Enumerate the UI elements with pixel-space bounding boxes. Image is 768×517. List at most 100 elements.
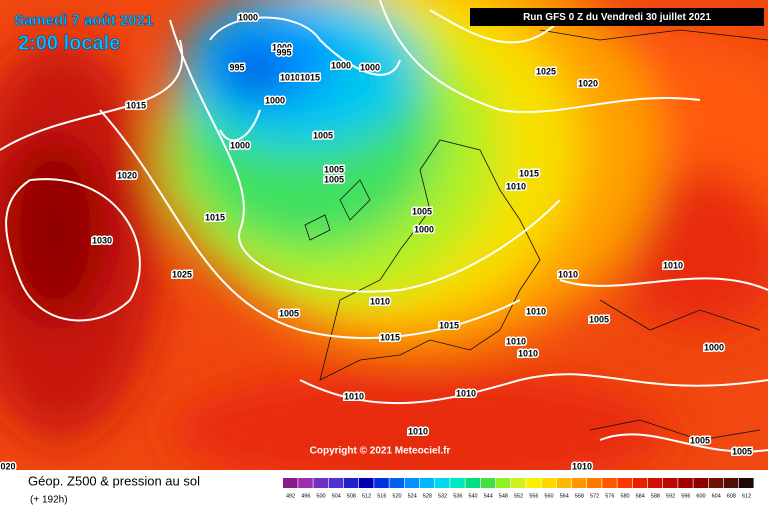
isobar-label: 1025: [536, 66, 556, 76]
colorbar-label: 576: [605, 493, 614, 499]
isobar-label: 1005: [690, 435, 710, 445]
colorbar-swatch: [328, 478, 344, 488]
isobar-label: 1015: [126, 100, 146, 110]
colorbar-swatch: [298, 478, 313, 488]
colorbar-label: 580: [620, 493, 629, 499]
isobar-label: 1010: [408, 426, 428, 436]
colorbar-label: 492: [286, 493, 295, 499]
colorbar-swatch: [359, 478, 374, 488]
colorbar-label: 552: [514, 493, 523, 499]
isobar-label: 1010: [518, 348, 538, 358]
run-box: [470, 8, 764, 26]
colorbar-swatch: [313, 478, 328, 488]
colorbar-swatch: [708, 478, 724, 488]
colorbar-label: 500: [316, 493, 325, 499]
isobar-label: 1000: [704, 342, 724, 352]
colorbar-label: 532: [438, 493, 447, 499]
colorbar-label: 600: [696, 493, 705, 499]
isobar-label: 1005: [313, 130, 333, 140]
isobar-label: 1005: [279, 308, 299, 318]
colorbar-swatch: [663, 478, 678, 488]
colorbar-swatch: [480, 478, 496, 488]
colorbar-swatch: [374, 478, 389, 488]
colorbar-label: 604: [712, 493, 721, 499]
colorbar-label: 592: [666, 493, 675, 499]
colorbar-swatch: [602, 478, 617, 488]
footer-title: Géop. Z500 & pression au sol: [28, 473, 200, 488]
colorbar-label: 540: [468, 493, 477, 499]
isobar-label: 1000: [230, 140, 250, 150]
colorbar-swatch: [617, 478, 632, 488]
isobar-label: 1020: [117, 170, 137, 180]
isobar-label: 1015: [439, 320, 459, 330]
colorbar-label: 568: [575, 493, 584, 499]
isobar-label: 1000: [238, 12, 258, 22]
isobar-label: 020: [0, 461, 15, 471]
isobar-label: 1010: [280, 72, 300, 82]
isobar-label: 1005: [324, 174, 344, 184]
colorbar-label: 608: [727, 493, 736, 499]
colorbar-swatch: [723, 478, 739, 488]
isobar-label: 1015: [205, 212, 225, 222]
colorbar-label: 548: [499, 493, 508, 499]
colorbar-swatch: [693, 478, 708, 488]
colorbar-label: 544: [484, 493, 493, 499]
colorbar: 492 496 500 504 508 512 516 520 524 528 532 536 540 5…: [283, 478, 754, 499]
footer: [0, 470, 768, 512]
isobar-label: 1000: [414, 224, 434, 234]
isobar-label: 1010: [526, 306, 546, 316]
colorbar-swatch: [465, 478, 480, 488]
isobar-label: 1010: [572, 461, 592, 471]
isobar-label: 1010: [456, 388, 476, 398]
colorbar-label: 524: [408, 493, 417, 499]
run-info: Run GFS 0 Z du Vendredi 30 juillet 2021: [523, 12, 711, 23]
isobar-label: 1015: [519, 168, 539, 178]
colorbar-label: 596: [681, 493, 690, 499]
footer-lead: (+ 192h): [30, 495, 68, 506]
colorbar-label: 528: [423, 493, 432, 499]
colorbar-label: 584: [636, 493, 645, 499]
colorbar-swatch: [404, 478, 420, 488]
field: [0, 0, 768, 470]
isobar-label: 995: [229, 62, 244, 72]
colorbar-label: 504: [332, 493, 341, 499]
colorbar-swatch: [678, 478, 693, 488]
colorbar-label: 516: [377, 493, 386, 499]
colorbar-swatch: [541, 478, 556, 488]
colorbar-swatch: [571, 478, 587, 488]
isobar-label: 1015: [300, 72, 320, 82]
isobar-label: 1005: [324, 164, 344, 174]
colorbar-label: 564: [560, 493, 569, 499]
colorbar-swatch: [435, 478, 450, 488]
colorbar-label: 536: [453, 493, 462, 499]
isobar-label: 995: [276, 47, 291, 57]
isobar-label: 1000: [331, 60, 351, 70]
valid-time: 2:00 locale: [18, 32, 120, 54]
isobar-label: 1025: [172, 269, 192, 279]
colorbar-swatch: [495, 478, 511, 488]
isobar-label: 1010: [370, 296, 390, 306]
isobar-label: 1005: [732, 446, 752, 456]
colorbar-label: 572: [590, 493, 599, 499]
colorbar-swatch: [389, 478, 404, 488]
colorbar-label: 560: [544, 493, 553, 499]
isobar-label: 1000: [360, 62, 380, 72]
isobar-label: 1015: [380, 332, 400, 342]
isobar-label: 1030: [92, 235, 112, 245]
isobar-label: 1010: [663, 260, 683, 270]
colorbar-swatch: [526, 478, 541, 488]
colorbar-swatch: [739, 478, 754, 488]
isobar-label: 1005: [589, 314, 609, 324]
colorbar-swatch: [450, 478, 465, 488]
isobar-label: 1010: [506, 336, 526, 346]
colorbar-label: 512: [362, 493, 371, 499]
colorbar-label: 508: [347, 493, 356, 499]
isobar-label: 1010: [506, 181, 526, 191]
colorbar-swatch: [587, 478, 602, 488]
colorbar-label: 556: [529, 493, 538, 499]
colorbar-swatch: [511, 478, 526, 488]
colorbar-swatch: [343, 478, 359, 488]
colorbar-label: 588: [651, 493, 660, 499]
